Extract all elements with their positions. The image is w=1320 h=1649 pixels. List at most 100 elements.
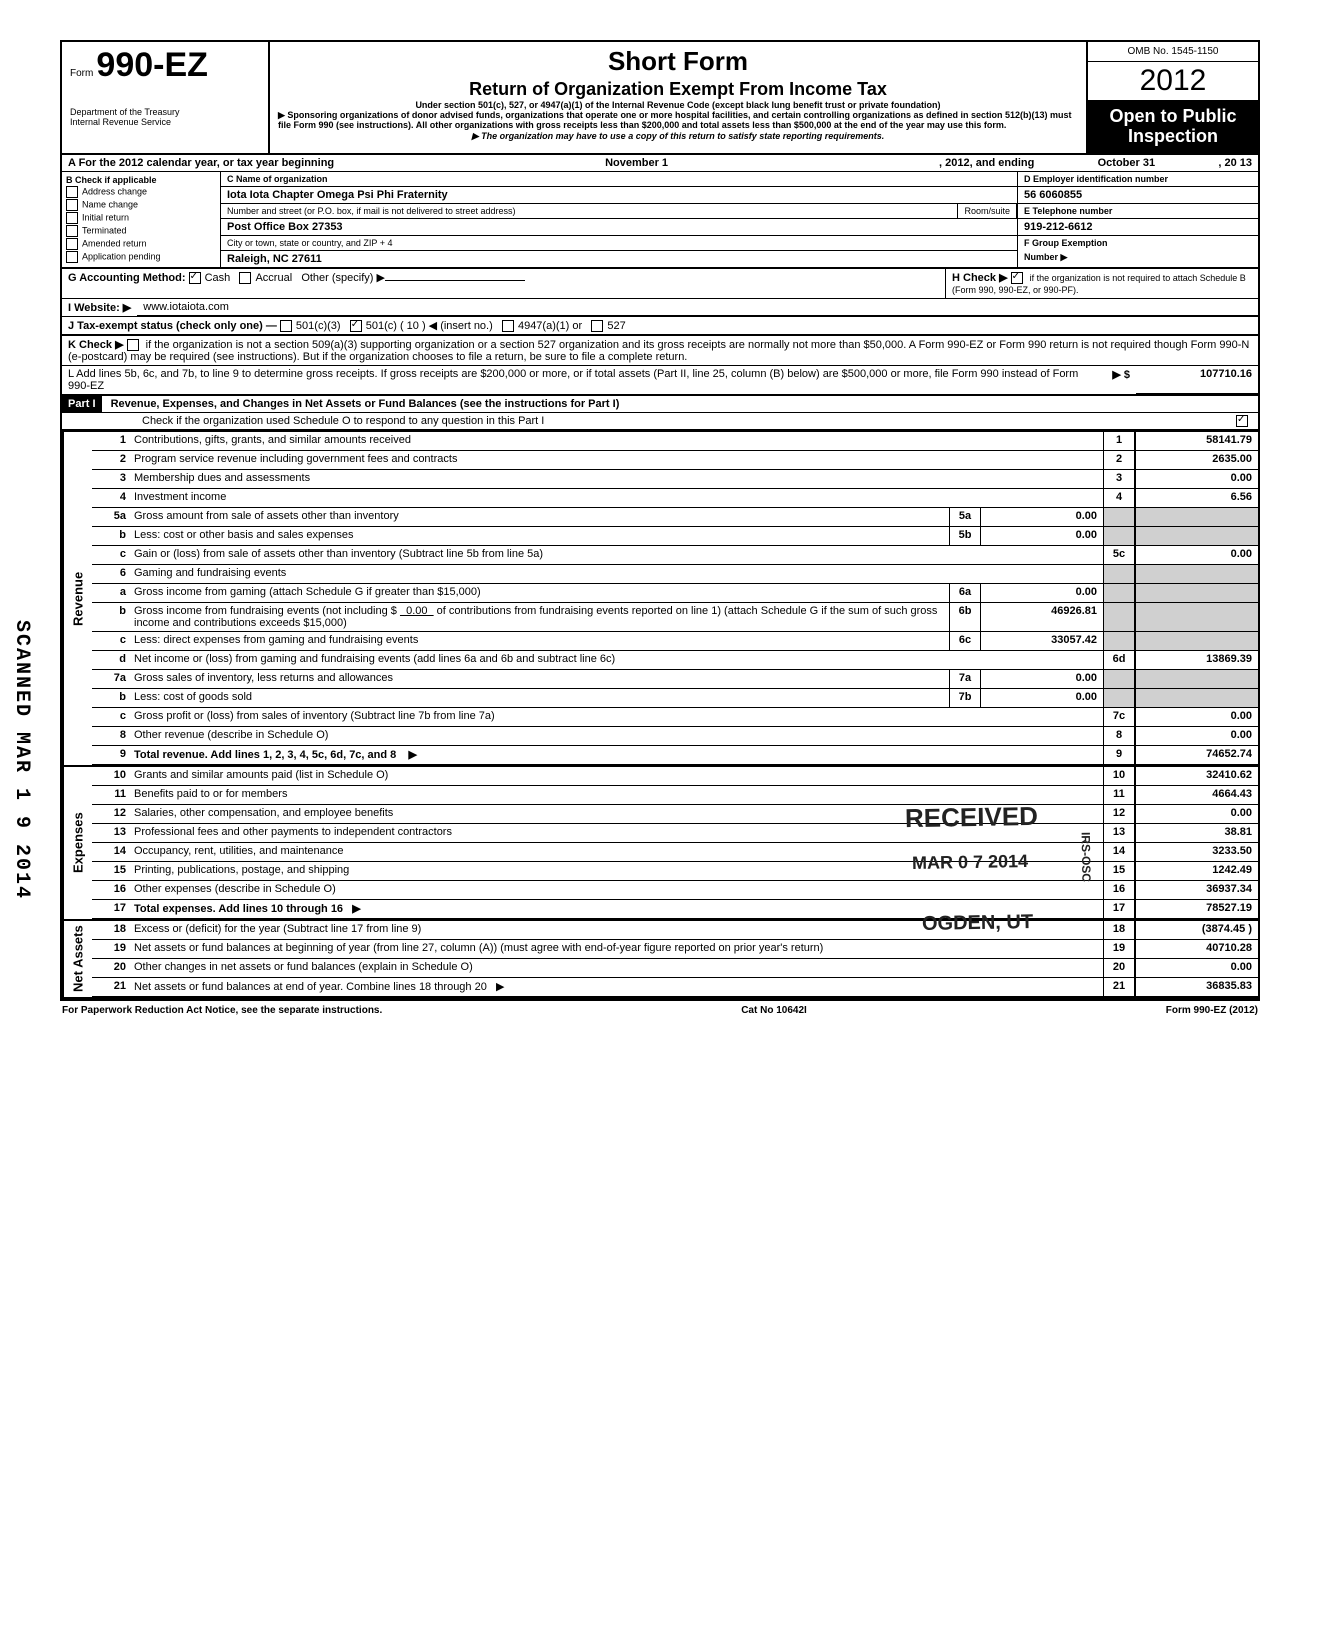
- chk-part1[interactable]: [1236, 415, 1248, 427]
- line-5b: b Less: cost or other basis and sales ex…: [92, 527, 1258, 546]
- line-7b: b Less: cost of goods sold 7b 0.00: [92, 689, 1258, 708]
- revenue-section: Revenue 1 Contributions, gifts, grants, …: [62, 430, 1258, 765]
- form-990ez: Form 990-EZ Department of the Treasury I…: [60, 40, 1260, 1001]
- c-addr-label: Number and street (or P.O. box, if mail …: [221, 204, 957, 218]
- chk-terminated-label: Terminated: [82, 225, 127, 235]
- expenses-section: Expenses 10 Grants and similar amounts p…: [62, 765, 1258, 919]
- line-6d: d Net income or (loss) from gaming and f…: [92, 651, 1258, 670]
- line-8: 8 Other revenue (describe in Schedule O)…: [92, 727, 1258, 746]
- tax-year: 2012: [1088, 62, 1258, 101]
- d-label: D Employer identification number: [1018, 172, 1174, 186]
- d-val: 56 6060855: [1018, 187, 1088, 203]
- chk-4947[interactable]: [502, 320, 514, 332]
- line-3: 3 Membership dues and assessments 3 0.00: [92, 470, 1258, 489]
- chk-cash[interactable]: [189, 272, 201, 284]
- header-left: Form 990-EZ Department of the Treasury I…: [62, 42, 270, 153]
- c-city: Raleigh, NC 27611: [221, 251, 1017, 267]
- line-5a: 5a Gross amount from sale of assets othe…: [92, 508, 1258, 527]
- line-10: 10 Grants and similar amounts paid (list…: [92, 767, 1258, 786]
- line-2: 2 Program service revenue including gove…: [92, 451, 1258, 470]
- line-7a: 7a Gross sales of inventory, less return…: [92, 670, 1258, 689]
- l-arrow: ▶ $: [1106, 366, 1136, 394]
- line-9: 9 Total revenue. Add lines 1, 2, 3, 4, 5…: [92, 746, 1258, 765]
- form-prefix: Form: [70, 68, 93, 79]
- line-15: 15 Printing, publications, postage, and …: [92, 862, 1258, 881]
- section-b-heading: B Check if applicable: [66, 175, 216, 185]
- side-revenue: Revenue: [62, 432, 92, 765]
- g-label: G Accounting Method:: [68, 272, 186, 284]
- chk-terminated[interactable]: Terminated: [66, 225, 216, 237]
- title-main: Short Form: [278, 46, 1078, 77]
- c-name: Iota Iota Chapter Omega Psi Phi Fraterni…: [221, 187, 454, 203]
- header-center: Short Form Return of Organization Exempt…: [270, 42, 1088, 153]
- j-cins: 501(c) ( 10 ) ◀ (insert no.): [366, 320, 493, 332]
- omb-number: OMB No. 1545-1150: [1088, 42, 1258, 62]
- title-under: Under section 501(c), 527, or 4947(a)(1)…: [278, 100, 1078, 110]
- chk-amended-label: Amended return: [82, 238, 147, 248]
- chk-initial[interactable]: Initial return: [66, 212, 216, 224]
- footer-mid: Cat No 10642I: [741, 1005, 807, 1016]
- c-city-label: City or town, state or country, and ZIP …: [221, 236, 399, 250]
- chk-pending-label: Application pending: [82, 251, 161, 261]
- side-net: Net Assets: [62, 921, 92, 997]
- line-13: 13 Professional fees and other payments …: [92, 824, 1258, 843]
- section-c: C Name of organization Iota Iota Chapter…: [221, 172, 1017, 267]
- i-label: I Website: ▶: [62, 299, 137, 316]
- open-line2: Inspection: [1090, 127, 1256, 147]
- g-cash: Cash: [205, 272, 231, 284]
- c-label: C Name of organization: [221, 172, 334, 186]
- form-header: Form 990-EZ Department of the Treasury I…: [62, 42, 1258, 155]
- chk-501c3[interactable]: [280, 320, 292, 332]
- open-line1: Open to Public: [1090, 107, 1256, 127]
- title-disclosure: ▶ The organization may have to use a cop…: [278, 131, 1078, 142]
- line-11: 11 Benefits paid to or for members 11 46…: [92, 786, 1258, 805]
- line-l: L Add lines 5b, 6c, and 7b, to line 9 to…: [62, 366, 1258, 396]
- part1-header: Part I Revenue, Expenses, and Changes in…: [62, 396, 1258, 413]
- line-6: 6Gaming and fundraising events: [92, 565, 1258, 584]
- line-a: A For the 2012 calendar year, or tax yea…: [62, 155, 1258, 172]
- line-16: 16 Other expenses (describe in Schedule …: [92, 881, 1258, 900]
- chk-h[interactable]: [1011, 272, 1023, 284]
- e-val: 919-212-6612: [1018, 219, 1099, 235]
- line-a-label: A For the 2012 calendar year, or tax yea…: [62, 155, 340, 171]
- net-rows: 18 Excess or (deficit) for the year (Sub…: [92, 921, 1258, 997]
- scanned-stamp: SCANNED MAR 1 9 2014: [10, 620, 33, 900]
- line-a-endyear: , 20 13: [1212, 155, 1258, 171]
- g-other: Other (specify) ▶: [301, 272, 385, 284]
- line-j: J Tax-exempt status (check only one) — 5…: [62, 317, 1258, 336]
- g-accrual: Accrual: [255, 272, 292, 284]
- part1-title: Revenue, Expenses, and Changes in Net As…: [105, 398, 620, 410]
- section-h: H Check ▶ if the organization is not req…: [945, 269, 1258, 298]
- chk-pending[interactable]: Application pending: [66, 251, 216, 263]
- part1-label: Part I: [62, 396, 102, 412]
- e-label: E Telephone number: [1018, 204, 1118, 218]
- line-21: 21 Net assets or fund balances at end of…: [92, 978, 1258, 997]
- line-12: 12 Salaries, other compensation, and emp…: [92, 805, 1258, 824]
- line-g-h: G Accounting Method: Cash Accrual Other …: [62, 269, 1258, 299]
- form-footer: For Paperwork Reduction Act Notice, see …: [60, 1001, 1260, 1020]
- chk-name[interactable]: Name change: [66, 199, 216, 211]
- line-18: 18 Excess or (deficit) for the year (Sub…: [92, 921, 1258, 940]
- section-def: D Employer identification number 56 6060…: [1017, 172, 1258, 267]
- chk-amended[interactable]: Amended return: [66, 238, 216, 250]
- chk-k[interactable]: [127, 339, 139, 351]
- j-527: 527: [607, 320, 625, 332]
- h-label: H Check ▶: [952, 272, 1008, 284]
- revenue-rows: 1 Contributions, gifts, grants, and simi…: [92, 432, 1258, 765]
- part1-check-text: Check if the organization used Schedule …: [62, 413, 1230, 429]
- dept-irs: Internal Revenue Service: [70, 118, 260, 128]
- netassets-section: Net Assets 18 Excess or (deficit) for th…: [62, 919, 1258, 999]
- line-20: 20 Other changes in net assets or fund b…: [92, 959, 1258, 978]
- form-number: 990-EZ: [96, 46, 208, 84]
- f-label: F Group Exemption: [1018, 236, 1258, 250]
- j-label: J Tax-exempt status (check only one) —: [68, 320, 277, 332]
- line-6c: c Less: direct expenses from gaming and …: [92, 632, 1258, 651]
- line-6b: bGross income from fundraising events (n…: [92, 603, 1258, 632]
- chk-accrual[interactable]: [239, 272, 251, 284]
- chk-501c[interactable]: [350, 320, 362, 332]
- line-7c: c Gross profit or (loss) from sales of i…: [92, 708, 1258, 727]
- expenses-rows: 10 Grants and similar amounts paid (list…: [92, 767, 1258, 919]
- line-5c: c Gain or (loss) from sale of assets oth…: [92, 546, 1258, 565]
- chk-address[interactable]: Address change: [66, 186, 216, 198]
- chk-527[interactable]: [591, 320, 603, 332]
